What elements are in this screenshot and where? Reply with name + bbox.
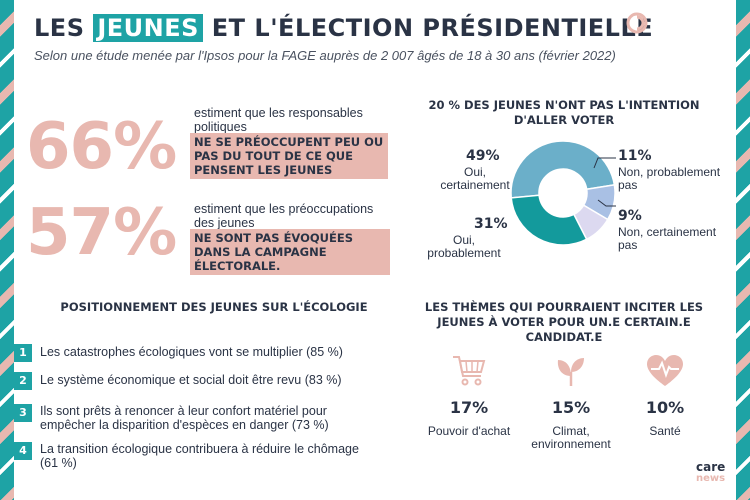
ecology-item-2: 2 Le système économique et social doit ê… xyxy=(14,372,380,390)
theme-percent: 15% xyxy=(551,398,591,417)
theme-label: Pouvoir d'achat xyxy=(427,424,511,438)
theme-percent: 10% xyxy=(645,398,685,417)
brand-line1: care xyxy=(696,460,726,474)
ecology-text: La transition écologique contribuera à r… xyxy=(40,442,359,470)
ecology-number: 4 xyxy=(14,442,32,460)
slice-pct-non-probablement: 11% xyxy=(618,148,652,164)
page-title: LES JEUNES ET L'ÉLECTION PRÉSIDENTIELLE xyxy=(34,14,653,42)
slice-pct-oui-probablement: 31% xyxy=(474,216,508,232)
slice-label-oui-probablement: Oui, probablement xyxy=(427,233,501,260)
stat-percent-2: 57% xyxy=(26,196,177,270)
ecology-text: Les catastrophes écologiques vont se mul… xyxy=(40,345,343,359)
slice-label-oui-certainement: Oui, certainement xyxy=(440,165,510,192)
theme-label: Santé xyxy=(649,424,681,438)
ecology-text: Le système économique et social doit êtr… xyxy=(40,373,342,387)
ecology-item-4: 4 La transition écologique contribuera à… xyxy=(14,442,380,470)
title-highlight: JEUNES xyxy=(93,14,203,42)
stat-percent-1: 66% xyxy=(26,110,177,184)
ecology-item-3: 3 Ils sont prêts à renoncer à leur confo… xyxy=(14,404,380,432)
ecology-number: 2 xyxy=(14,372,32,390)
theme-pouvoir-achat: 17% Pouvoir d'achat xyxy=(414,354,524,438)
infographic: LES JEUNES ET L'ÉLECTION PRÉSIDENTIELLE … xyxy=(14,0,736,500)
plant-icon xyxy=(557,358,584,386)
brand-line2: news xyxy=(696,473,726,484)
stat-intro-1: estiment que les responsables politiques xyxy=(194,106,363,134)
heart-pulse-icon xyxy=(647,355,683,386)
title-post: ET L'ÉLECTION PRÉSIDENTIELLE xyxy=(211,14,654,42)
chart-title: 20 % DES JEUNES N'ONT PAS L'INTENTION D'… xyxy=(428,98,700,127)
ecology-text: Ils sont prêts à renoncer à leur confort… xyxy=(40,404,329,432)
care-logo-icon xyxy=(626,12,648,34)
ecology-item-1: 1 Les catastrophes écologiques vont se m… xyxy=(14,344,380,362)
theme-label: Climat, environnement xyxy=(531,424,611,451)
slice-pct-non-certainement: 9% xyxy=(618,208,642,224)
ecology-number: 1 xyxy=(14,344,32,362)
shopping-cart-icon xyxy=(453,356,486,386)
themes-title: LES THÈMES QUI POURRAIENT INCITER LES JE… xyxy=(424,300,704,344)
stat-highlight-1: NE SE PRÉOCCUPENT PEU OU PAS DU TOUT DE … xyxy=(190,133,388,179)
donut-slice-3 xyxy=(510,194,588,246)
slice-pct-oui-certainement: 49% xyxy=(466,148,500,164)
left-frame-stripes xyxy=(0,0,14,500)
slice-label-non-certainement: Non, certainement pas xyxy=(618,225,717,252)
ecology-title: POSITIONNEMENT DES JEUNES SUR L'ÉCOLOGIE xyxy=(60,300,368,314)
theme-percent: 17% xyxy=(449,398,489,417)
stat-intro-2: estiment que les préoccupations des jeun… xyxy=(194,202,374,230)
stat-highlight-2: NE SONT PAS ÉVOQUÉES DANS LA CAMPAGNE ÉL… xyxy=(190,229,390,275)
leader-lines xyxy=(593,157,616,207)
right-frame-stripes xyxy=(736,0,750,500)
title-pre: LES xyxy=(34,14,85,42)
donut-chart xyxy=(510,140,616,246)
theme-climat: 15% Climat, environnement xyxy=(516,354,626,451)
ecology-number: 3 xyxy=(14,404,32,422)
donut-slice-0 xyxy=(510,140,616,199)
brand-logo: care news xyxy=(696,460,726,484)
slice-label-non-probablement: Non, probablement pas xyxy=(618,165,721,192)
page-subtitle: Selon une étude menée par l'Ipsos pour l… xyxy=(34,48,616,63)
theme-sante: 10% Santé xyxy=(610,354,720,438)
